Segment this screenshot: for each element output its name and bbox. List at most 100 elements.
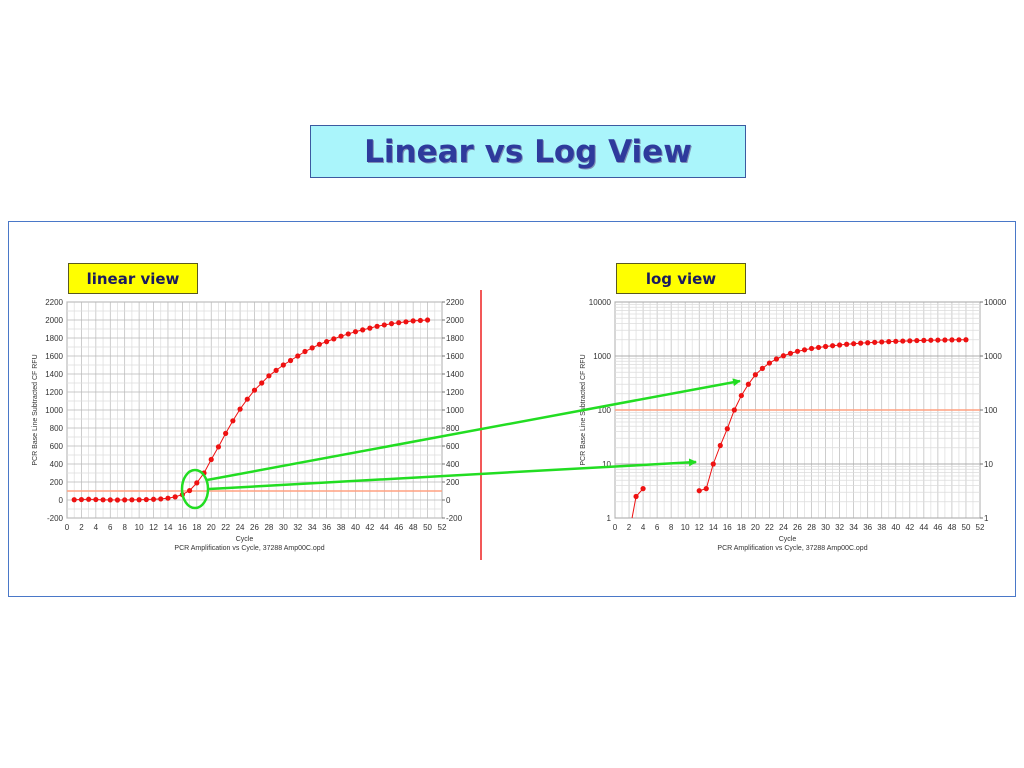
x-tick-label: 30 — [821, 523, 830, 532]
y-tick-label: 10000 — [589, 298, 612, 307]
data-point — [345, 331, 351, 337]
x-tick-label: 40 — [351, 523, 360, 532]
data-point — [367, 325, 373, 331]
data-point — [100, 497, 106, 503]
data-point — [963, 337, 969, 343]
data-point — [801, 347, 808, 353]
y-tick-label: 0 — [59, 496, 64, 505]
x-tick-label: 26 — [250, 523, 259, 532]
data-point — [150, 496, 157, 502]
x-tick-label: 18 — [737, 523, 746, 532]
y-tick-label: 1200 — [45, 388, 63, 397]
y-tick-label-right: 1400 — [446, 370, 464, 379]
y-tick-label: 600 — [50, 442, 64, 451]
data-point — [114, 497, 121, 503]
y-tick-label: 2000 — [45, 316, 63, 325]
x-tick-label: 28 — [264, 523, 273, 532]
data-point — [822, 343, 829, 350]
x-tick-label: 4 — [94, 523, 99, 532]
x-tick-label: 0 — [613, 523, 618, 532]
data-point — [696, 488, 702, 494]
data-point — [886, 339, 892, 345]
data-point — [410, 318, 416, 324]
x-tick-label: 48 — [947, 523, 956, 532]
page-title: Linear vs Log View — [364, 133, 692, 170]
data-point — [244, 396, 250, 402]
x-tick-label: 14 — [709, 523, 718, 532]
data-point — [900, 338, 906, 344]
title-box: Linear vs Log View — [310, 125, 746, 178]
x-tick-label: 2 — [79, 523, 84, 532]
data-point — [338, 333, 344, 339]
data-point — [208, 456, 214, 463]
data-point — [640, 486, 646, 492]
data-point — [424, 317, 431, 323]
data-point — [273, 367, 279, 373]
x-tick-label: 44 — [919, 523, 928, 532]
x-tick-label: 44 — [380, 523, 389, 532]
data-point — [280, 362, 286, 368]
y-tick-label-right: 1200 — [446, 388, 464, 397]
data-point — [893, 338, 899, 344]
x-tick-label: 32 — [293, 523, 302, 532]
y-tick-label-right: 100 — [984, 406, 998, 415]
y-tick-label-right: 10000 — [984, 298, 1007, 307]
x-tick-label: 20 — [207, 523, 216, 532]
data-point — [787, 350, 794, 356]
y-tick-label: 400 — [50, 460, 64, 469]
data-point — [921, 337, 927, 343]
x-tick-label: 46 — [933, 523, 942, 532]
x-tick-label: 14 — [164, 523, 173, 532]
y-tick-label-right: 800 — [446, 424, 460, 433]
y-tick-label: 100 — [598, 406, 612, 415]
x-tick-label: 2 — [627, 523, 632, 532]
chart-footer: PCR Amplification vs Cycle, 37288 Amp00C… — [174, 545, 324, 552]
x-tick-label: 16 — [723, 523, 732, 532]
y-tick-label: 1000 — [593, 352, 611, 361]
data-point — [780, 353, 787, 359]
x-tick-label: 6 — [108, 523, 113, 532]
data-point — [295, 353, 301, 359]
data-point — [143, 496, 149, 503]
data-point — [935, 337, 941, 343]
x-tick-label: 34 — [308, 523, 317, 532]
data-point — [237, 406, 243, 412]
data-point — [745, 381, 751, 387]
data-point — [360, 327, 366, 333]
data-point — [165, 495, 171, 501]
data-point — [858, 340, 864, 346]
x-tick-label: 22 — [221, 523, 230, 532]
data-point — [287, 357, 294, 364]
data-point — [879, 339, 885, 345]
data-point — [136, 497, 142, 503]
y-tick-label-right: 600 — [446, 442, 460, 451]
y-tick-label-right: 200 — [446, 478, 460, 487]
y-tick-label: 800 — [50, 424, 64, 433]
x-tick-label: 36 — [322, 523, 331, 532]
data-point — [324, 339, 330, 345]
x-tick-label: 34 — [849, 523, 858, 532]
data-point — [829, 343, 836, 349]
x-tick-label: 18 — [192, 523, 201, 532]
data-point — [928, 337, 934, 343]
data-point — [752, 372, 758, 378]
y-tick-label-right: 1800 — [446, 334, 464, 343]
data-point — [872, 339, 878, 345]
data-point — [78, 496, 85, 503]
data-point — [186, 487, 193, 494]
data-point — [815, 344, 822, 351]
x-tick-label: 16 — [178, 523, 187, 532]
data-point — [381, 322, 387, 328]
y-tick-label: 200 — [50, 478, 64, 487]
arrow-lower — [208, 458, 697, 491]
x-tick-label: 32 — [835, 523, 844, 532]
x-tick-label: 42 — [365, 523, 374, 532]
data-point — [914, 337, 920, 344]
x-tick-label: 6 — [655, 523, 660, 532]
data-point — [122, 497, 128, 503]
data-point — [703, 486, 709, 492]
x-tick-label: 8 — [669, 523, 674, 532]
data-point — [71, 497, 77, 503]
y-tick-label-right: 1600 — [446, 352, 464, 361]
